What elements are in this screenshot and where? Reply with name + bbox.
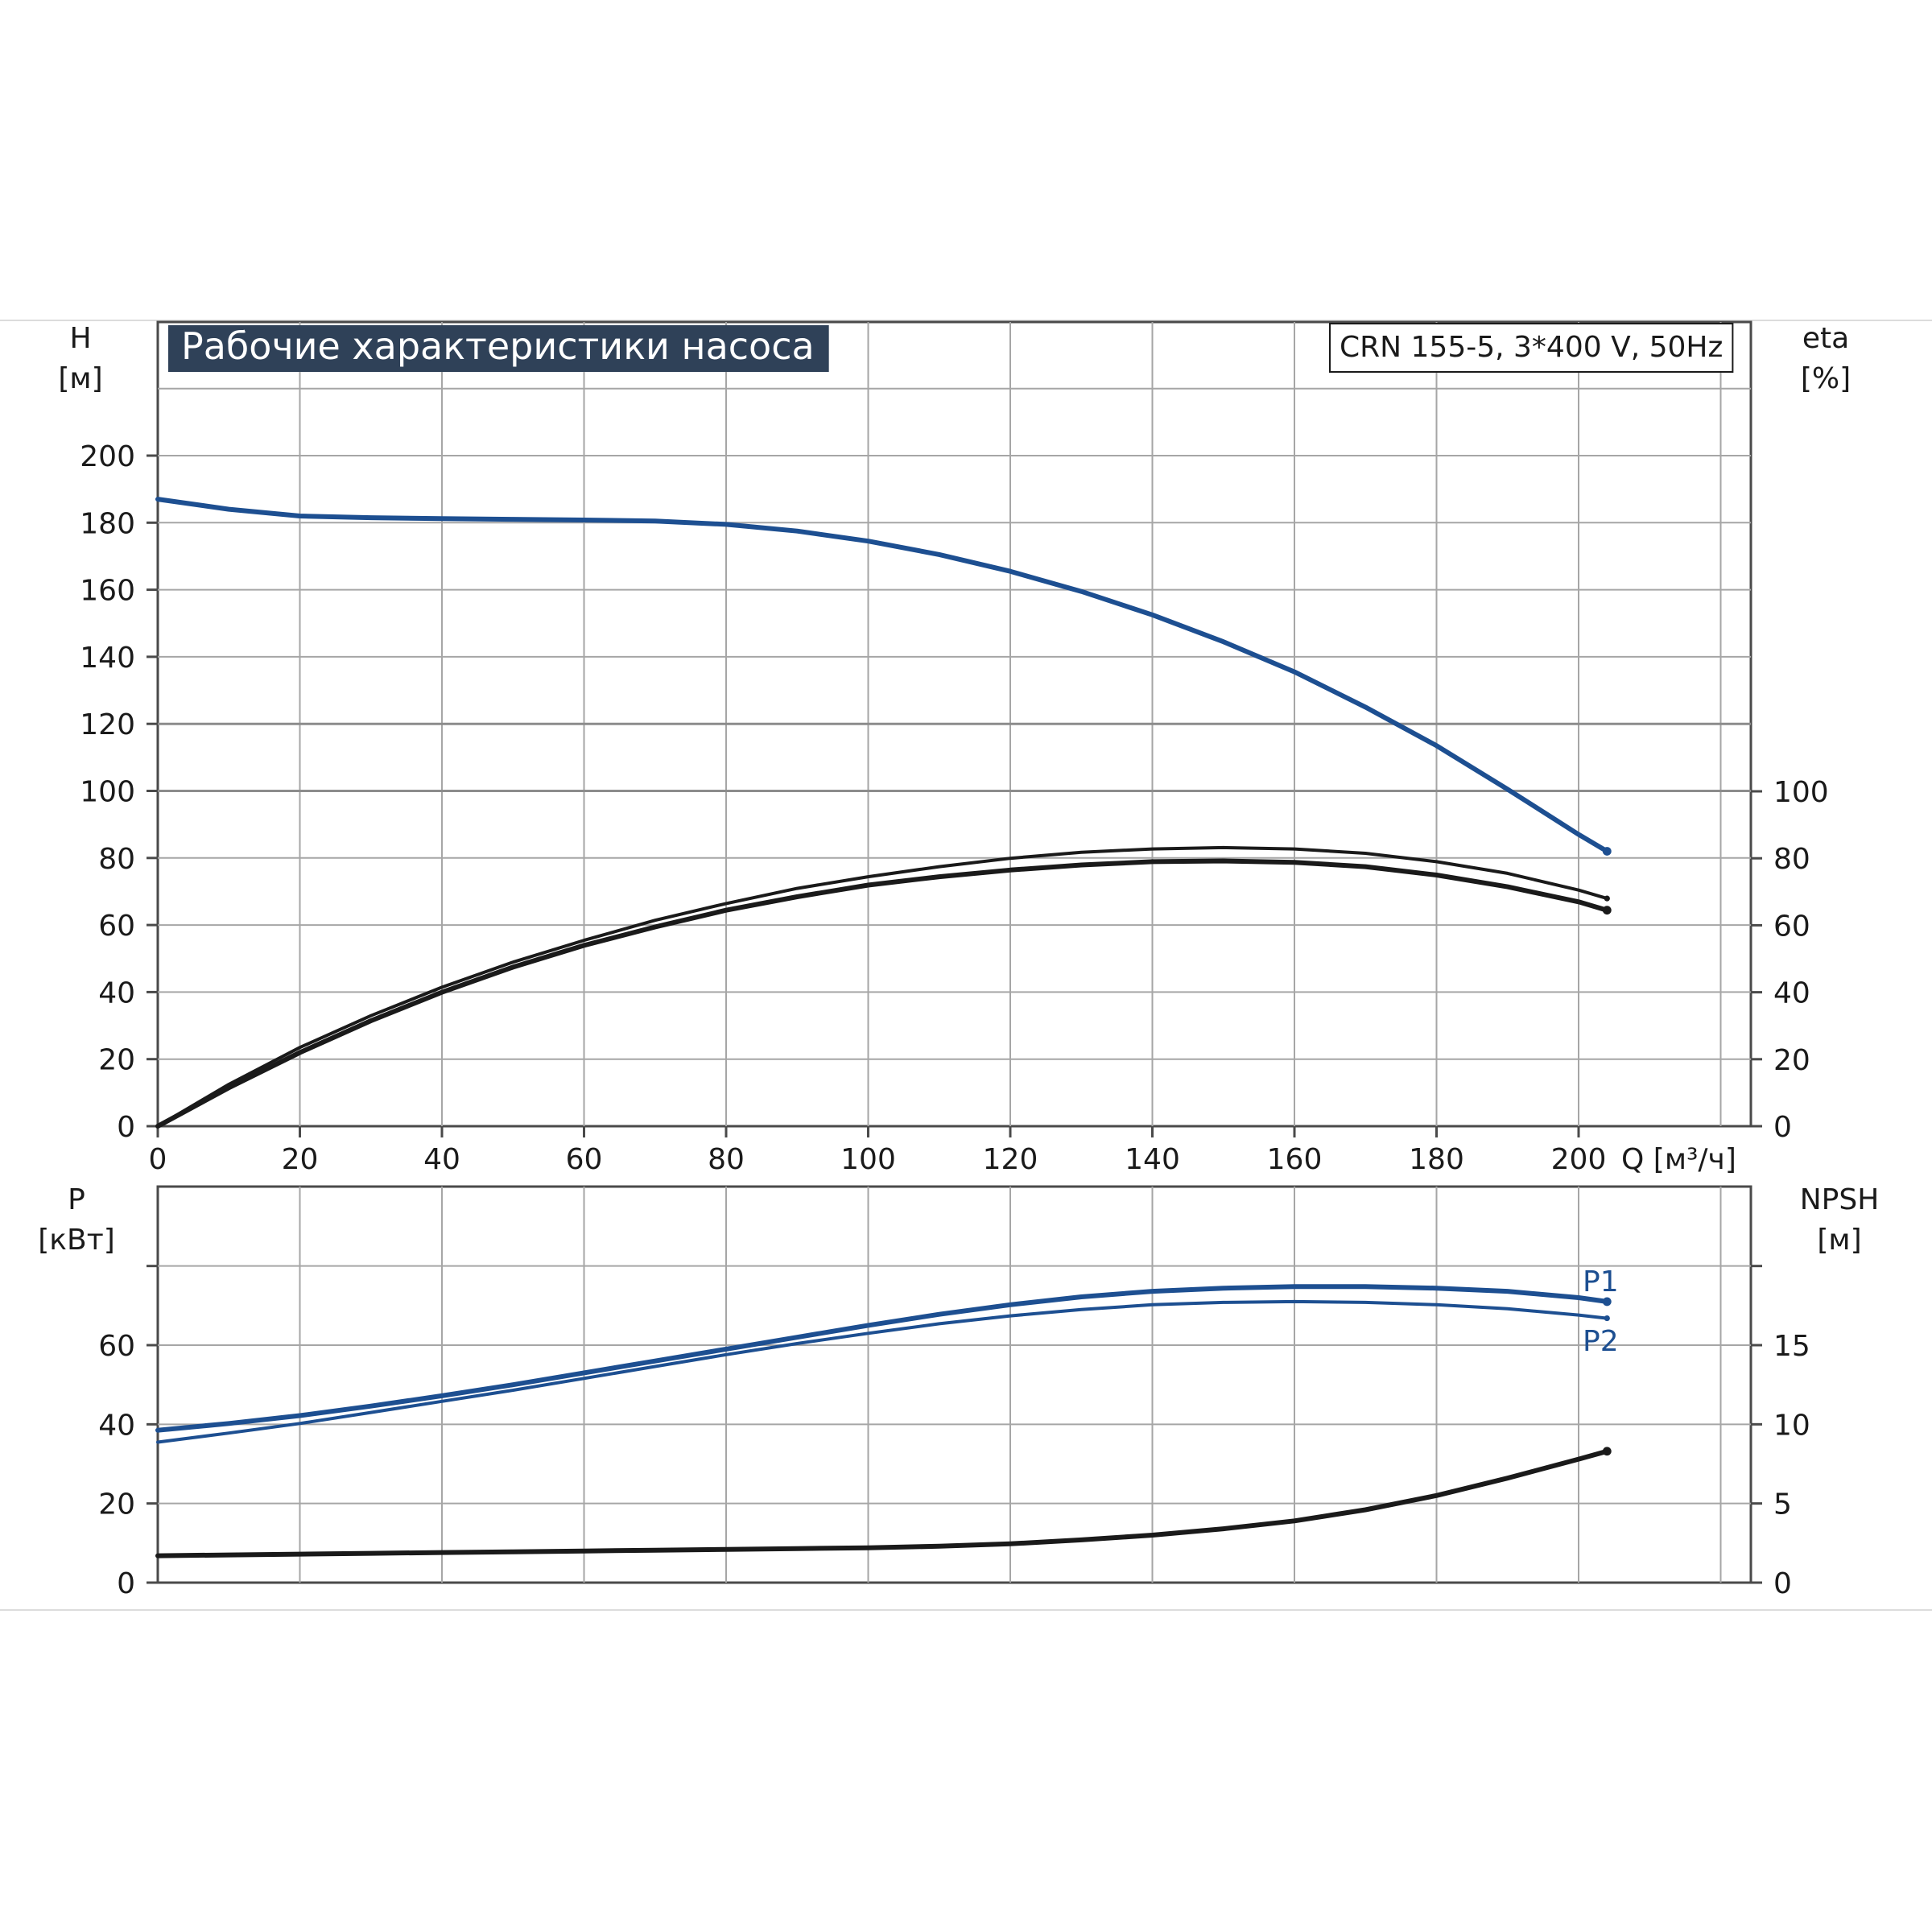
eta-tick-label: 80 [1773, 843, 1810, 876]
head-tick-label: 100 [80, 776, 135, 809]
p2-power-curve [156, 1299, 1609, 1444]
efficiency-axis-unit: [%] [1801, 362, 1851, 395]
efficiency-axis-label: eta [1802, 322, 1849, 355]
eta-tick-label: 60 [1773, 910, 1810, 943]
p1-series-label: P1 [1583, 1265, 1619, 1298]
flow-tick-label: 100 [840, 1143, 896, 1176]
p2-series-label: P2 [1583, 1325, 1619, 1358]
flow-axis-label: Q [м³/ч] [1621, 1143, 1736, 1176]
head-tick-label: 0 [117, 1111, 135, 1144]
npsh-curve-end-point [1602, 1447, 1612, 1456]
npsh-tick-label: 0 [1773, 1567, 1792, 1600]
npsh-axis-unit: [м] [1817, 1224, 1861, 1257]
head-tick-label: 20 [98, 1044, 135, 1077]
flow-tick-label: 80 [708, 1143, 745, 1176]
flow-tick-label: 0 [149, 1143, 167, 1176]
efficiency-curve-upper [156, 845, 1609, 1128]
npsh-axis-label: NPSH [1800, 1183, 1880, 1216]
p1-power-curve [155, 1284, 1610, 1433]
head-tick-label: 160 [80, 575, 135, 608]
eta-tick-label: 100 [1773, 776, 1829, 809]
head-curve [155, 497, 1610, 854]
eta-tick-label: 20 [1773, 1044, 1810, 1077]
head-tick-label: 180 [80, 507, 135, 540]
efficiency-curve-lower-end-point [1602, 906, 1612, 915]
flow-tick-label: 200 [1551, 1143, 1607, 1176]
power-tick-label: 20 [98, 1488, 135, 1521]
head-tick-label: 120 [80, 708, 135, 741]
head-tick-label: 60 [98, 910, 135, 943]
flow-tick-label: 160 [1267, 1143, 1323, 1176]
bottom-plot-frame [156, 1185, 1752, 1584]
power-axis-label: P [68, 1183, 85, 1216]
eta-tick-label: 0 [1773, 1111, 1792, 1144]
power-tick-label: 60 [98, 1330, 135, 1363]
flow-tick-label: 20 [282, 1143, 319, 1176]
p2-power-curve-end-point [1604, 1315, 1610, 1322]
flow-tick-label: 120 [983, 1143, 1038, 1176]
head-tick-label: 80 [98, 843, 135, 876]
model-label: CRN 155-5, 3*400 V, 50Hz [1340, 331, 1723, 364]
npsh-tick-label: 10 [1773, 1409, 1810, 1442]
efficiency-curve-lower [155, 858, 1610, 1129]
power-axis-unit: [кВт] [38, 1224, 115, 1257]
flow-tick-label: 60 [566, 1143, 603, 1176]
p1-power-curve-end-point [1602, 1297, 1612, 1307]
flow-tick-label: 180 [1409, 1143, 1464, 1176]
head-axis-label: H [69, 322, 91, 355]
head-axis-unit: [м] [58, 362, 102, 395]
flow-tick-label: 140 [1125, 1143, 1180, 1176]
npsh-tick-label: 5 [1773, 1488, 1792, 1521]
npsh-curve [155, 1448, 1610, 1558]
power-tick-label: 0 [117, 1567, 135, 1600]
head-tick-label: 140 [80, 642, 135, 675]
eta-tick-label: 40 [1773, 977, 1810, 1010]
chart-title-background [168, 325, 829, 372]
efficiency-curve-upper-end-point [1604, 895, 1610, 902]
head-tick-label: 40 [98, 976, 135, 1009]
model-box [1329, 323, 1734, 373]
chart-title: Рабочие характеристики насоса [181, 324, 815, 368]
head-tick-label: 200 [80, 440, 135, 473]
power-tick-label: 40 [98, 1409, 135, 1442]
head-curve-end-point [1602, 847, 1612, 856]
flow-tick-label: 40 [423, 1143, 460, 1176]
npsh-tick-label: 15 [1773, 1330, 1810, 1363]
